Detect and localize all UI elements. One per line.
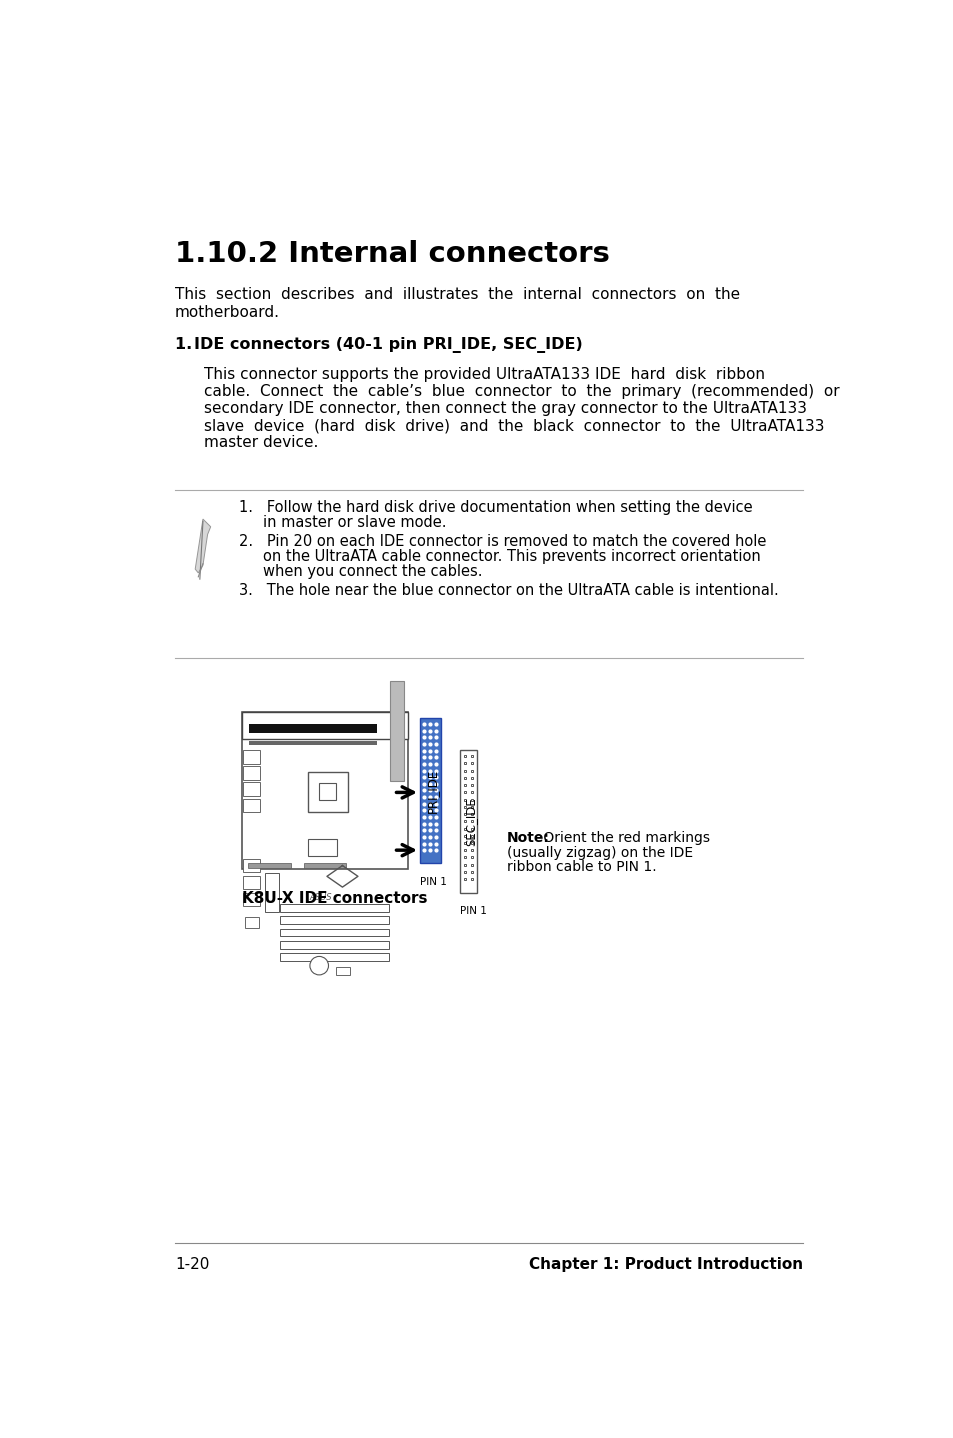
Bar — [280, 929, 389, 936]
Bar — [243, 751, 260, 764]
Bar — [319, 784, 335, 800]
Bar — [248, 863, 291, 869]
Text: when you connect the cables.: when you connect the cables. — [262, 565, 481, 580]
Bar — [243, 876, 260, 889]
Text: 1.   Follow the hard disk drive documentation when setting the device: 1. Follow the hard disk drive documentat… — [239, 500, 752, 515]
Bar — [243, 766, 260, 779]
Bar — [280, 905, 389, 912]
Bar — [459, 751, 476, 893]
Text: 1.: 1. — [174, 336, 203, 351]
Bar — [307, 838, 336, 856]
Bar — [245, 917, 258, 928]
Bar — [249, 741, 376, 745]
Bar — [243, 860, 260, 871]
Text: This  section  describes  and  illustrates  the  internal  connectors  on  the: This section describes and illustrates t… — [174, 286, 740, 302]
Text: 3.   The hole near the blue connector on the UltraATA cable is intentional.: 3. The hole near the blue connector on t… — [239, 582, 779, 598]
Bar — [249, 723, 376, 733]
Text: PIN 1: PIN 1 — [419, 877, 446, 887]
Text: K8U-X IDE connectors: K8U-X IDE connectors — [241, 892, 427, 906]
Text: 2.   Pin 20 on each IDE connector is removed to match the covered hole: 2. Pin 20 on each IDE connector is remov… — [239, 533, 766, 549]
Text: on the UltraATA cable connector. This prevents incorrect orientation: on the UltraATA cable connector. This pr… — [262, 549, 760, 564]
Bar — [241, 712, 407, 870]
Text: PIN 1: PIN 1 — [459, 906, 487, 916]
Text: motherboard.: motherboard. — [174, 305, 280, 321]
Text: (usually zigzag) on the IDE: (usually zigzag) on the IDE — [506, 846, 692, 860]
Bar — [335, 968, 350, 975]
Bar — [390, 680, 404, 781]
Text: 1-20: 1-20 — [174, 1257, 210, 1271]
Text: master device.: master device. — [204, 436, 318, 450]
Text: 1.10.2 Internal connectors: 1.10.2 Internal connectors — [174, 240, 609, 269]
Bar — [243, 893, 260, 906]
Text: SEC_IDE: SEC_IDE — [463, 797, 476, 846]
Bar — [419, 718, 440, 863]
Text: ribbon cable to PIN 1.: ribbon cable to PIN 1. — [506, 860, 656, 874]
Bar — [280, 916, 389, 925]
Text: secondary IDE connector, then connect the gray connector to the UltraATA133: secondary IDE connector, then connect th… — [204, 401, 806, 416]
Text: This connector supports the provided UltraATA133 IDE  hard  disk  ribbon: This connector supports the provided Ult… — [204, 367, 764, 383]
Circle shape — [310, 956, 328, 975]
Bar — [243, 798, 260, 812]
Text: Note:: Note: — [506, 831, 549, 846]
Text: PRI_IDE: PRI_IDE — [425, 768, 438, 812]
Bar — [265, 873, 278, 912]
Bar — [241, 712, 407, 739]
Bar — [307, 772, 348, 811]
Bar — [280, 953, 389, 961]
Text: ASUS: ASUS — [310, 893, 333, 902]
Bar — [303, 863, 346, 869]
Text: Chapter 1: Product Introduction: Chapter 1: Product Introduction — [528, 1257, 802, 1271]
Polygon shape — [195, 519, 211, 572]
Bar — [243, 782, 260, 797]
Text: slave  device  (hard  disk  drive)  and  the  black  connector  to  the  UltraAT: slave device (hard disk drive) and the b… — [204, 418, 824, 433]
Bar — [280, 940, 389, 949]
Text: cable.  Connect  the  cable’s  blue  connector  to  the  primary  (recommended) : cable. Connect the cable’s blue connecto… — [204, 384, 840, 400]
Text: IDE connectors (40-1 pin PRI_IDE, SEC_IDE): IDE connectors (40-1 pin PRI_IDE, SEC_ID… — [194, 336, 582, 352]
Text: Orient the red markings: Orient the red markings — [538, 831, 710, 846]
Text: in master or slave mode.: in master or slave mode. — [262, 515, 446, 531]
